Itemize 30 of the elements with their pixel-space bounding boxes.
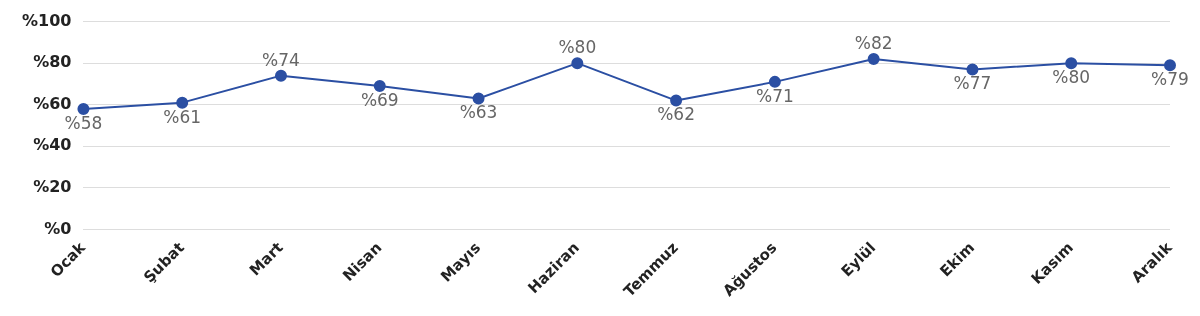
point bbox=[571, 57, 584, 70]
point bbox=[1065, 57, 1078, 70]
data-label: %77 bbox=[953, 73, 992, 94]
y-tick-label: %40 bbox=[33, 135, 72, 155]
point bbox=[966, 63, 979, 76]
y-tick-label: %20 bbox=[33, 177, 72, 197]
point bbox=[867, 53, 880, 66]
data-label: %62 bbox=[657, 104, 695, 125]
data-label: %69 bbox=[360, 89, 399, 110]
y-tick-label: %80 bbox=[33, 52, 72, 72]
data-label: %80 bbox=[1052, 67, 1091, 88]
data-label: %80 bbox=[558, 37, 597, 58]
point bbox=[77, 102, 90, 115]
point bbox=[768, 75, 781, 88]
data-label: %71 bbox=[755, 85, 794, 106]
data-label: %74 bbox=[262, 49, 300, 70]
y-tick-label: %0 bbox=[44, 218, 72, 238]
data-label: %58 bbox=[64, 112, 103, 133]
y-tick-label: %60 bbox=[33, 93, 72, 113]
point bbox=[373, 80, 386, 93]
data-label: %63 bbox=[459, 102, 498, 123]
point bbox=[176, 96, 189, 109]
point bbox=[472, 92, 485, 105]
point bbox=[670, 94, 683, 107]
y-tick-label: %100 bbox=[21, 10, 72, 30]
point bbox=[274, 69, 287, 82]
point bbox=[1164, 59, 1176, 72]
data-label: %82 bbox=[854, 32, 893, 53]
data-label: %79 bbox=[1151, 69, 1189, 90]
data-label: %61 bbox=[163, 106, 202, 127]
